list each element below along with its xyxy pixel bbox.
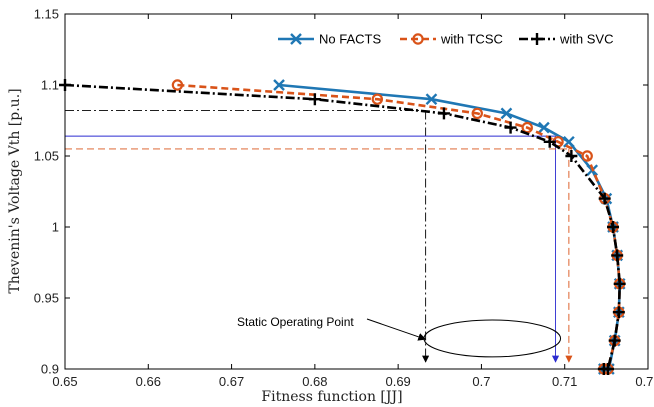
x-tick-label: 0.67 [219,374,244,389]
legend: No FACTS with TCSC with SVC [273,27,645,51]
y-tick-label: 1.1 [41,78,59,93]
data-point-x-marker [290,33,302,45]
data-point-plus-marker [613,277,626,290]
data-point-x-marker [563,135,575,148]
x-tick-label: 0.69 [385,374,410,389]
data-point-x-marker [538,121,550,134]
annotation-text: Static Operating Point [237,315,354,329]
axes-box [64,13,649,370]
data-point-plus-marker [308,93,321,106]
x-tick-label: 0.66 [136,374,161,389]
legend-label: No FACTS [319,32,381,47]
data-point-circle-marker [521,121,533,134]
data-point-x-marker [500,107,513,120]
data-point-x-marker [273,79,285,91]
series-line [177,83,622,371]
legend-box [273,27,645,51]
y-tick-label: 1.15 [34,7,59,22]
data-point-plus-marker [607,221,620,233]
data-point-plus-marker [608,334,621,347]
annotation-arrow [366,318,427,341]
y-axis-title: Thevenin's Voltage Vth [p.u.] [7,88,23,293]
annotation-layer: Static Operating Point [237,315,562,358]
data-point-circle-marker [581,150,593,162]
x-axis-title: Fitness function [JJ] [261,389,402,405]
data-point-x-marker [425,93,438,106]
data-point-circle-marker [371,93,384,105]
data-point-plus-marker [504,121,517,134]
plot-area [65,14,648,369]
data-point-plus-marker [437,107,450,120]
y-tick-label: 1 [52,220,59,235]
y-tick-label: 0.95 [34,291,59,306]
data-point-plus-marker [565,150,578,162]
x-axis-ticks: 0.65 0.66 0.67 0.68 0.69 0.7 0.71 0.72 [52,14,654,389]
data-point-plus-marker [611,249,624,262]
data-point-circle-marker [171,79,184,91]
y-tick-label: 0.9 [41,362,59,377]
data-point-plus-marker [543,135,556,148]
series-layer [59,79,626,375]
data-point-circle-marker [471,107,483,120]
x-tick-label: 0.72 [635,374,654,389]
data-point-circle-marker [412,33,424,45]
reference-lines [65,110,573,363]
y-axis-ticks: 0.9 0.95 1 1.05 1.1 1.15 [34,7,648,377]
legend-label: with SVC [559,32,613,47]
legend-label: with TCSC [440,32,503,47]
y-tick-label: 1.05 [34,149,59,164]
x-tick-label: 0.65 [52,374,77,389]
data-point-plus-marker [531,33,543,45]
data-point-plus-marker [598,192,611,205]
x-tick-label: 0.68 [302,374,327,389]
x-tick-label: 0.7 [472,374,490,389]
data-point-plus-marker [612,306,625,319]
series-with-svc [59,79,626,375]
x-tick-label: 0.71 [552,374,577,389]
